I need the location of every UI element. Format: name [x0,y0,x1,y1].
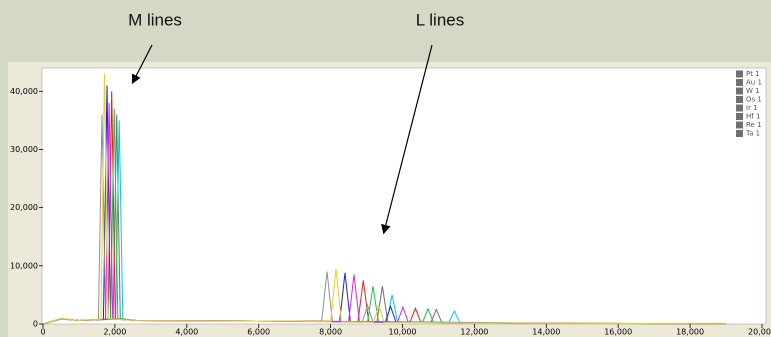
legend-label: Re 1 [746,121,762,129]
legend-label: Au 1 [746,79,762,87]
x-tick-label: 10,000 [389,328,417,337]
legend-label: W 1 [746,87,760,95]
y-tick-label: 10,000 [10,261,38,270]
x-tick-label: 4,000 [175,328,198,337]
arrow [131,44,153,85]
annotation: L lines [416,10,465,29]
legend-swatch [736,87,743,95]
y-tick-label: 30,000 [10,145,38,154]
x-tick-label: 8,000 [319,328,342,337]
x-tick-label: 12,000 [460,328,488,337]
x-tick-label: 16,000 [604,328,632,337]
legend-swatch [736,113,743,120]
legend-label: Ir 1 [746,104,758,112]
legend-swatch [736,130,743,137]
legend-swatch [736,79,743,86]
legend-label: Pt 1 [746,70,760,78]
legend-label: Ta 1 [745,130,760,138]
legend-label: Os 1 [746,96,762,104]
x-tick-label: 18,000 [676,328,704,337]
plot [42,73,727,325]
y-tick-label: 40,000 [10,87,38,96]
x-tick-label: 20,000 [748,328,771,337]
header-band [0,0,771,62]
annotation: M lines [128,10,182,29]
y-tick-label: 0 [33,320,38,329]
arrow [381,44,433,235]
legend-swatch [736,121,743,129]
legend-swatch [736,104,743,112]
plot-area [41,67,767,325]
legend-swatch [736,96,743,103]
x-tick-label: 6,000 [247,328,270,337]
legend-label: Hf 1 [746,113,760,121]
series-line [42,73,727,325]
legend-swatch [736,70,743,78]
x-tick-label: 14,000 [532,328,560,337]
x-tick-label: 2,000 [103,328,126,337]
x-tick-label: 0 [40,328,45,337]
y-tick-label: 20,000 [10,203,38,212]
